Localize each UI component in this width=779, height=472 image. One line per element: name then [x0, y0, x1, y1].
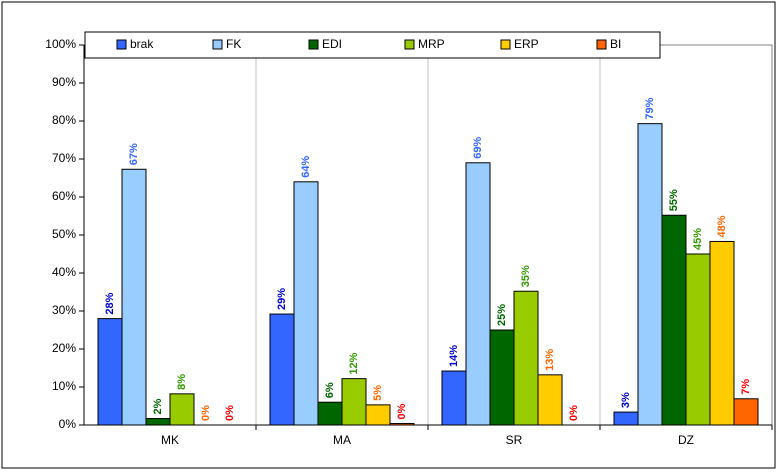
- y-tick-label: 80%: [52, 113, 76, 127]
- bar: [389, 422, 415, 426]
- value-label: 28%: [104, 292, 116, 314]
- value-label: 25%: [496, 304, 508, 326]
- bar: [685, 253, 711, 426]
- bar: [145, 418, 171, 426]
- x-tick-label: DZ: [678, 433, 694, 447]
- value-label: 48%: [716, 215, 728, 237]
- y-tick-label: 30%: [52, 303, 76, 317]
- bar: [97, 318, 123, 426]
- value-label: 12%: [348, 352, 360, 374]
- y-tick-label: 40%: [52, 265, 76, 279]
- value-label: 0%: [396, 403, 408, 419]
- x-tick-label: MA: [333, 433, 351, 447]
- value-label: 35%: [520, 265, 532, 287]
- legend-swatch: [116, 39, 127, 50]
- legend-label: BI: [610, 37, 621, 51]
- value-label: 3%: [620, 392, 632, 408]
- value-label: 0%: [568, 405, 580, 421]
- y-tick-label: 60%: [52, 189, 76, 203]
- legend-swatch: [212, 39, 223, 50]
- bar: [317, 401, 343, 426]
- bar: [613, 411, 639, 426]
- y-tick-label: 50%: [52, 227, 76, 241]
- bar: [169, 393, 195, 426]
- x-tick-label: SR: [506, 433, 523, 447]
- value-label: 2%: [152, 398, 164, 414]
- legend-label: brak: [130, 37, 154, 51]
- bar: [637, 123, 663, 426]
- value-label: 6%: [324, 382, 336, 398]
- legend-swatch: [596, 39, 607, 50]
- y-tick-label: 20%: [52, 341, 76, 355]
- value-label: 29%: [276, 288, 288, 310]
- bar: [661, 214, 687, 426]
- y-tick-label: 100%: [45, 37, 76, 51]
- value-label: 13%: [544, 349, 556, 371]
- bar: [121, 168, 147, 426]
- bar: [441, 370, 467, 426]
- legend-label: ERP: [514, 37, 539, 51]
- value-label: 45%: [692, 228, 704, 250]
- value-label: 0%: [224, 405, 236, 421]
- legend-swatch: [404, 39, 415, 50]
- bar: [513, 290, 539, 426]
- y-tick-label: 90%: [52, 75, 76, 89]
- value-label: 69%: [472, 137, 484, 159]
- legend-box: [84, 31, 661, 59]
- x-tick-label: MK: [161, 433, 179, 447]
- bar: [489, 329, 515, 426]
- bar: [365, 404, 391, 426]
- legend-label: EDI: [322, 37, 342, 51]
- bar: [733, 398, 759, 426]
- value-label: 0%: [200, 405, 212, 421]
- y-tick-label: 10%: [52, 379, 76, 393]
- value-label: 55%: [668, 189, 680, 211]
- legend-swatch: [500, 39, 511, 50]
- value-label: 79%: [644, 97, 656, 119]
- bar: [269, 313, 295, 426]
- legend-swatch: [308, 39, 319, 50]
- value-label: 64%: [300, 156, 312, 178]
- y-tick-label: 70%: [52, 151, 76, 165]
- legend: brak FK EDI MRP ERP BI: [84, 31, 661, 59]
- value-label: 7%: [740, 379, 752, 395]
- legend-label: FK: [226, 37, 241, 51]
- value-label: 14%: [448, 345, 460, 367]
- bar: [465, 162, 491, 426]
- bar: [537, 374, 563, 426]
- legend-label: MRP: [418, 37, 445, 51]
- bar: [341, 378, 367, 426]
- y-tick-label: 0%: [59, 417, 77, 431]
- bar: [709, 240, 735, 426]
- value-label: 5%: [372, 385, 384, 401]
- value-label: 8%: [176, 374, 188, 390]
- bar: [293, 181, 319, 426]
- value-label: 67%: [128, 143, 140, 165]
